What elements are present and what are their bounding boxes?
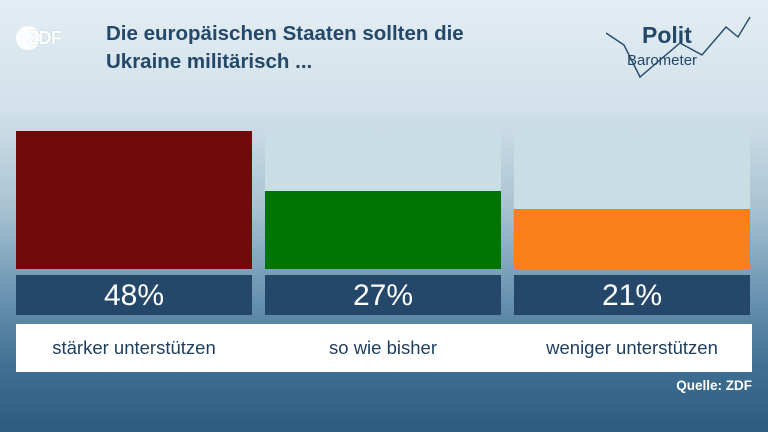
bar [16, 131, 252, 269]
bar-card: 48% [16, 131, 252, 315]
bar-value-label: 21% [514, 275, 750, 315]
zdf-logo: ZDF [16, 26, 78, 50]
category-label: so wie bisher [329, 337, 437, 358]
bar [514, 209, 750, 269]
source-note: Quelle: ZDF [676, 378, 752, 393]
bar [265, 191, 501, 269]
zdf-logo-ring-icon [16, 26, 40, 50]
zdf-logo-text: ZDF [28, 28, 62, 48]
politbarometer-zigzag-icon [606, 16, 751, 79]
bar-track [514, 131, 750, 269]
chart-title-line-1: Die europäischen Staaten sollten die [106, 22, 464, 45]
brand-word: Polit [642, 22, 692, 48]
category-label: stärker unterstützen [52, 337, 216, 358]
brand-subtitle: Barometer [627, 52, 698, 69]
bar-card: 21% [514, 131, 750, 315]
category-label: weniger unterstützen [546, 337, 718, 358]
category-label-strip: stärker unterstützen so wie bisher weniger… [16, 324, 752, 372]
bar-card: 27% [265, 131, 501, 315]
bar-value-label: 48% [16, 275, 252, 315]
politbarometer-logo: Polit Barometer [606, 15, 754, 79]
bar-track [265, 131, 501, 269]
chart-title: Die europäischen Staaten sollten die Ukr… [106, 20, 576, 76]
chart-title-line-2: Ukraine militärisch ... [106, 50, 313, 73]
bar-track [16, 131, 252, 269]
bar-value-label: 27% [265, 275, 501, 315]
